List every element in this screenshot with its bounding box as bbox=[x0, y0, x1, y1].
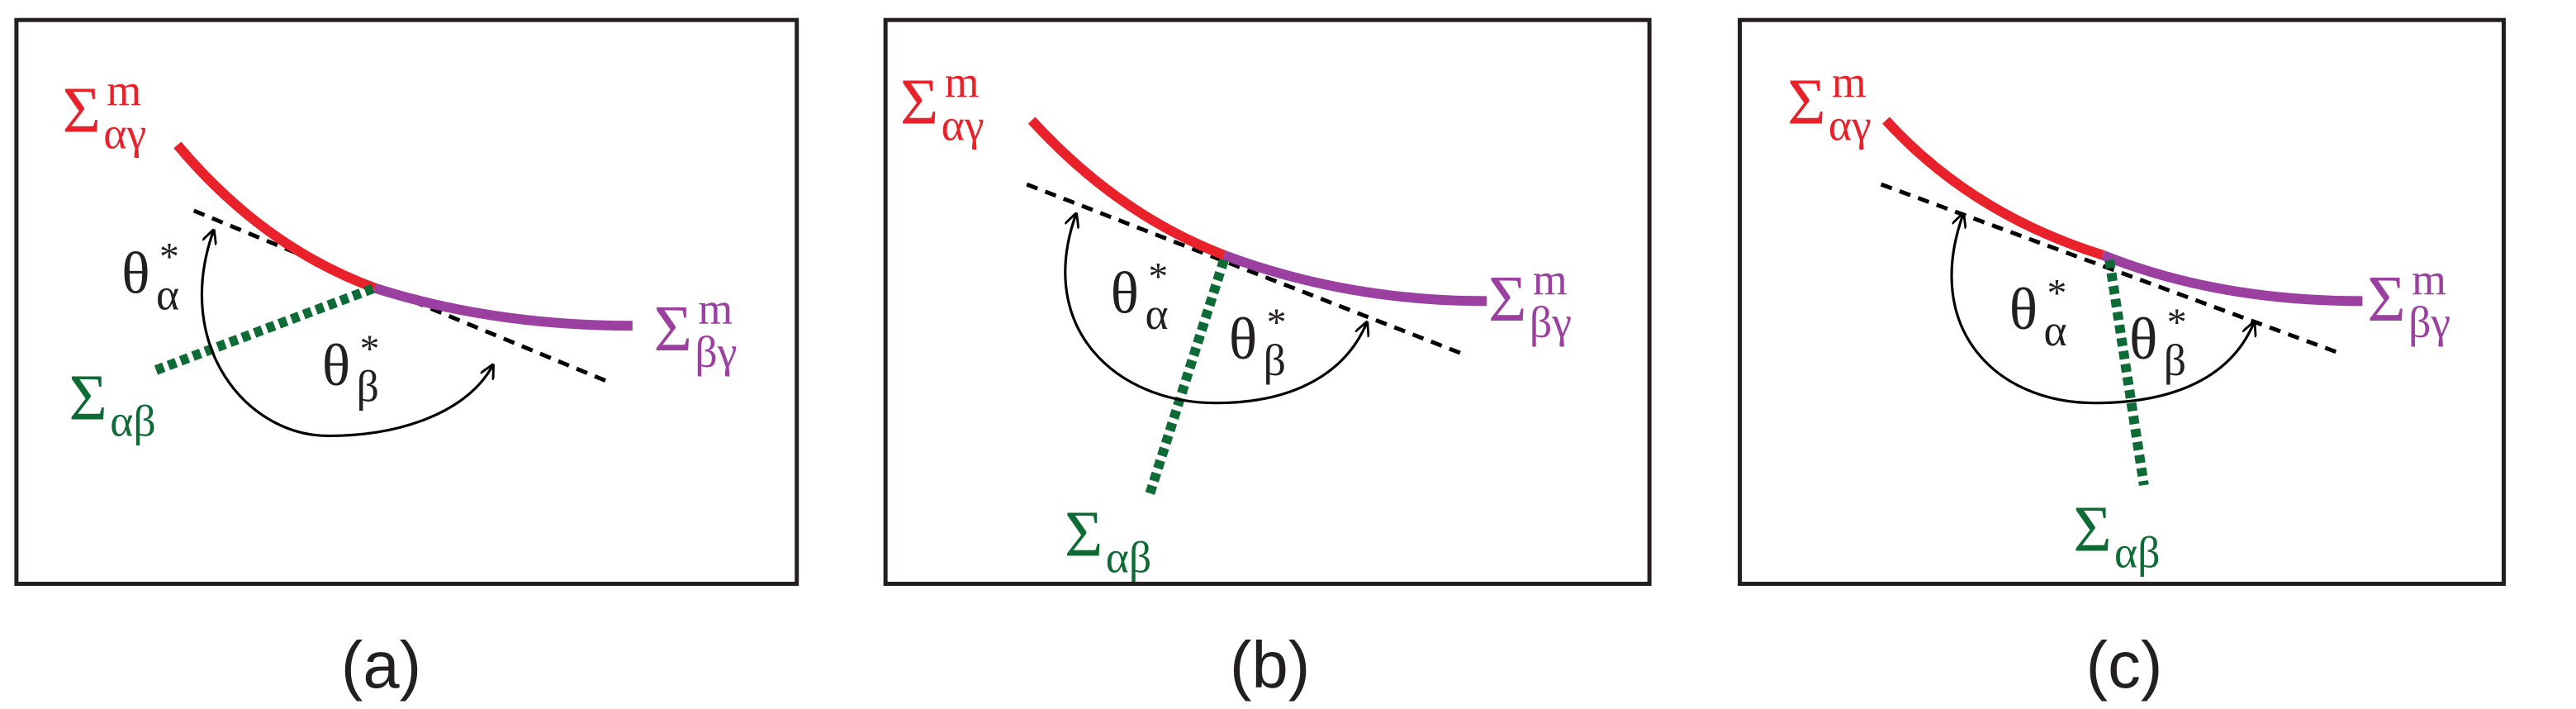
label-subscript: αβ bbox=[1106, 533, 1151, 583]
label-subscript: αβ bbox=[110, 396, 155, 445]
panel-caption: (c) bbox=[2086, 628, 2163, 702]
alpha-gamma-interface bbox=[173, 141, 377, 293]
label-symbol: Σ bbox=[63, 74, 101, 146]
frame bbox=[1738, 17, 2506, 586]
label-symbol: Σ bbox=[654, 293, 692, 365]
beta-gamma-interface bbox=[372, 283, 633, 331]
label-symbol: Σ bbox=[1488, 263, 1526, 335]
label-symbol: Σ bbox=[1787, 66, 1825, 139]
label-subscript: α bbox=[156, 269, 179, 319]
label-symbol: θ bbox=[2009, 277, 2038, 342]
label-symbol: θ bbox=[322, 333, 350, 398]
angle-arc bbox=[200, 231, 492, 438]
label-subscript: αβ bbox=[2114, 528, 2160, 578]
panel-caption: (a) bbox=[341, 628, 421, 702]
label-superscript: * bbox=[2167, 301, 2187, 345]
angle-arc bbox=[1064, 214, 1367, 405]
frame bbox=[883, 17, 1652, 586]
panel-b bbox=[883, 17, 1652, 586]
label-subscript: β bbox=[2164, 335, 2186, 385]
label-superscript: m bbox=[2412, 255, 2446, 304]
label-symbol: Σ bbox=[69, 362, 107, 435]
label-symbol: θ bbox=[2129, 307, 2157, 372]
label-superscript: m bbox=[698, 284, 733, 334]
label-superscript: m bbox=[107, 66, 141, 116]
label-superscript: * bbox=[159, 236, 179, 279]
label-subscript: β bbox=[1264, 335, 1286, 385]
alpha-gamma-interface bbox=[1882, 117, 2104, 260]
label-subscript: αγ bbox=[103, 108, 146, 158]
label-symbol: θ bbox=[121, 240, 149, 306]
label-superscript: * bbox=[360, 327, 380, 371]
label-subscript: αγ bbox=[1829, 100, 1872, 150]
label-superscript: * bbox=[2047, 271, 2066, 315]
label-subscript: βγ bbox=[1530, 297, 1572, 347]
label-symbol: Σ bbox=[2073, 493, 2111, 566]
panel-a bbox=[14, 17, 799, 586]
label-symbol: θ bbox=[1229, 307, 1257, 372]
tangent-line bbox=[1880, 182, 2342, 356]
label-symbol: Σ bbox=[2367, 263, 2405, 335]
label-subscript: β bbox=[357, 362, 379, 412]
label-symbol: Σ bbox=[1065, 498, 1103, 571]
label-superscript: * bbox=[1148, 255, 1168, 298]
label-superscript: * bbox=[1267, 301, 1287, 345]
beta-gamma-interface bbox=[2100, 250, 2363, 307]
label-subscript: α bbox=[2044, 306, 2067, 355]
label-subscript: α bbox=[1145, 289, 1168, 339]
label-symbol: θ bbox=[1111, 260, 1139, 326]
label-subscript: αγ bbox=[942, 100, 984, 150]
beta-gamma-interface bbox=[1222, 250, 1487, 307]
label-subscript: βγ bbox=[695, 327, 737, 377]
alpha-gamma-interface bbox=[1027, 117, 1226, 260]
label-superscript: m bbox=[1832, 58, 1867, 107]
angle-arc bbox=[1950, 214, 2254, 405]
label-subscript: βγ bbox=[2408, 297, 2450, 347]
frame bbox=[14, 17, 799, 586]
label-symbol: Σ bbox=[900, 66, 938, 139]
label-superscript: m bbox=[1533, 255, 1568, 304]
label-superscript: m bbox=[945, 58, 980, 107]
panel-caption: (b) bbox=[1230, 628, 1310, 702]
alpha-beta-interface bbox=[2104, 259, 2149, 487]
panel-c bbox=[1738, 17, 2506, 586]
